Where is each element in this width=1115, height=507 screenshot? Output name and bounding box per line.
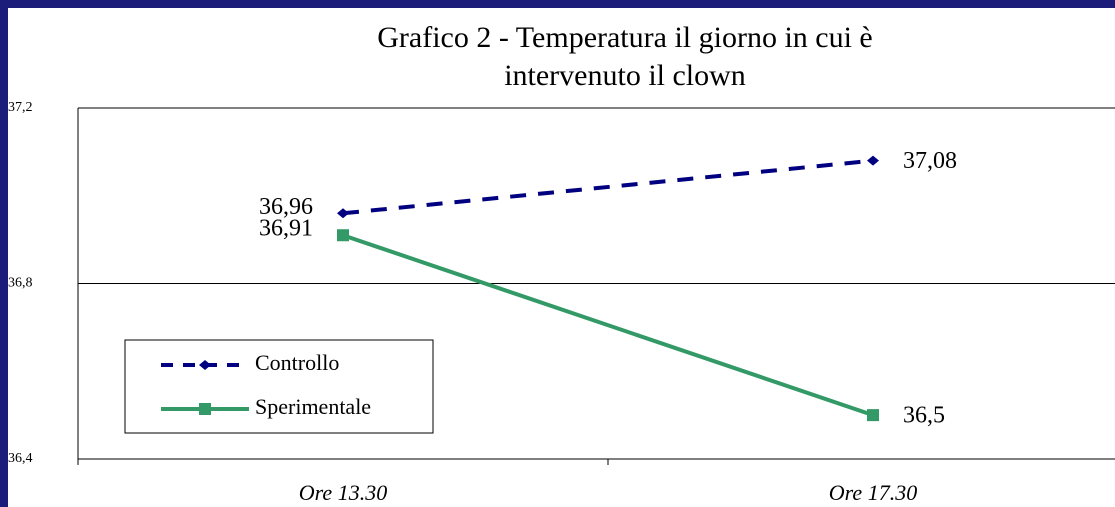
legend-box	[124, 339, 434, 434]
data-label: 37,08	[903, 148, 957, 174]
line	[342, 158, 874, 216]
chart-title: Grafico 2 - Temperatura il giorno in cui…	[377, 21, 873, 92]
x-tick-label: Ore 17.30	[829, 480, 917, 505]
y-tick-label: 36,4	[8, 451, 33, 466]
y-tick-label: 37,2	[8, 100, 33, 115]
data-label: 36,96	[259, 194, 313, 220]
point	[867, 409, 879, 422]
legend-marker	[199, 403, 211, 415]
point	[867, 155, 879, 166]
data-label: 36,5	[903, 403, 945, 429]
y-tick-label: 36,8	[8, 276, 33, 291]
legend-marker	[199, 360, 211, 370]
data-label: 36,91	[259, 216, 313, 242]
legend-label: Sperimentale	[255, 394, 371, 419]
x-tick-label: Ore 13.30	[299, 480, 387, 505]
point	[337, 208, 349, 219]
legend-label: Controllo	[255, 350, 339, 375]
point	[337, 229, 349, 242]
line	[342, 233, 874, 418]
